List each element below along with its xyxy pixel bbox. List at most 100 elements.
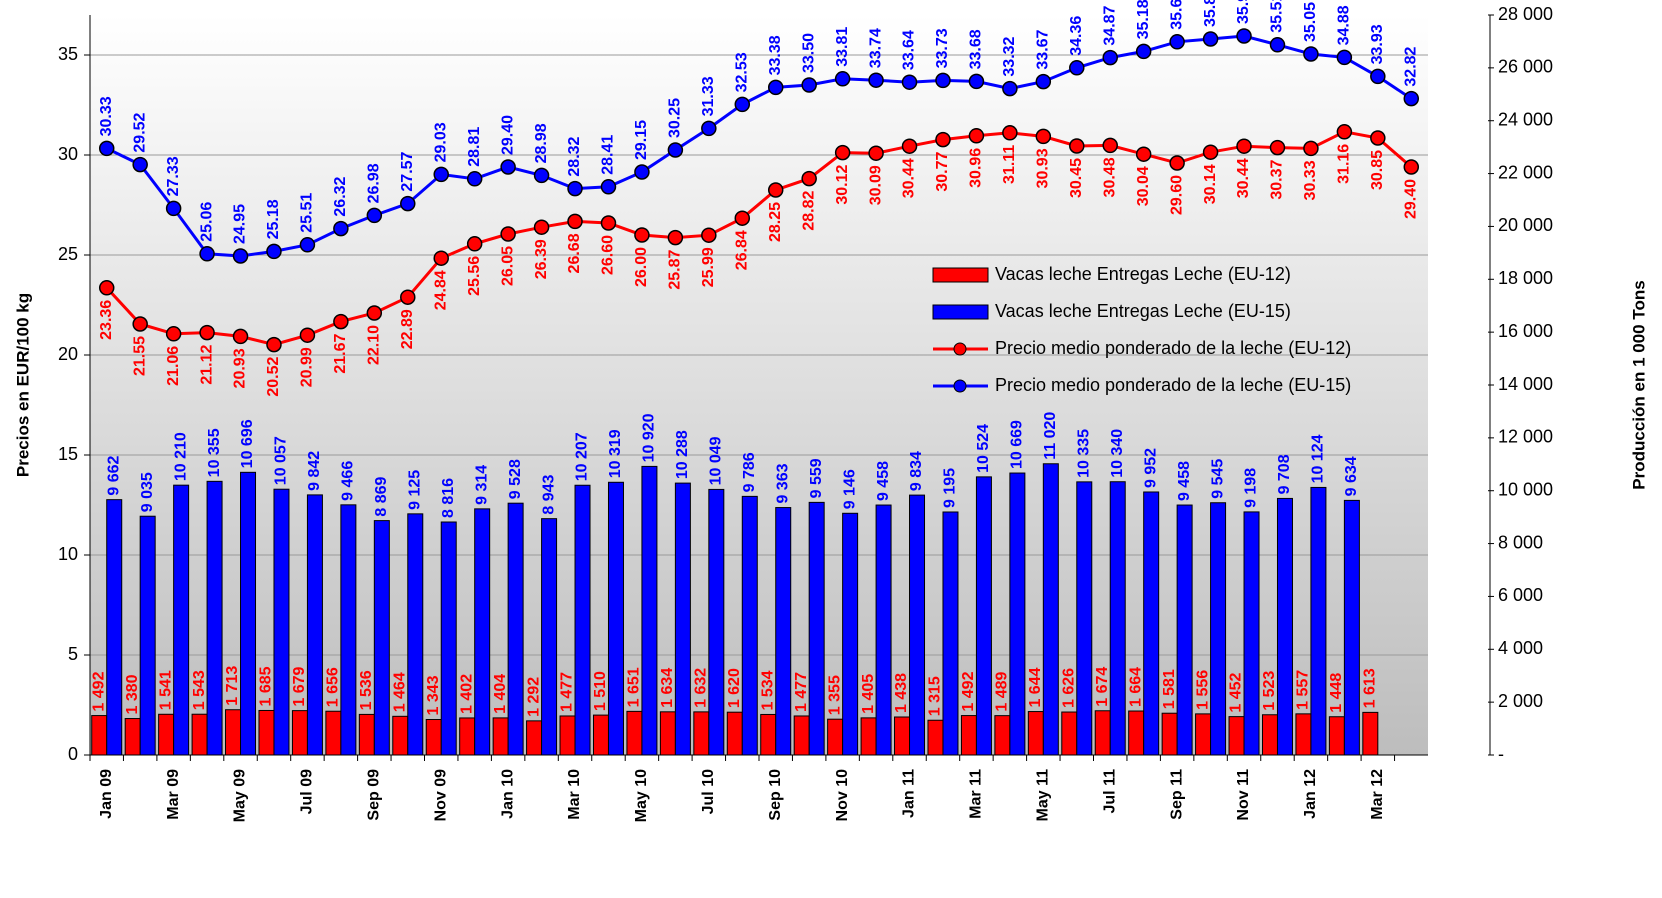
data-label: 8 816 xyxy=(440,478,457,518)
data-label: 26.68 xyxy=(566,233,583,273)
y-tick-label: 5 xyxy=(68,644,78,664)
data-label: 9 035 xyxy=(139,472,156,512)
data-label: 1 664 xyxy=(1127,667,1144,707)
data-label: 33.73 xyxy=(934,28,951,68)
line-point xyxy=(834,71,851,87)
line-point xyxy=(333,220,349,237)
data-label: 23.36 xyxy=(98,300,115,340)
data-label: 1 464 xyxy=(391,672,408,712)
data-label: 10 669 xyxy=(1009,420,1026,469)
data-label: 9 952 xyxy=(1142,448,1159,488)
data-label: 28.25 xyxy=(767,202,784,242)
data-label: 10 920 xyxy=(641,413,658,462)
bar xyxy=(626,710,643,756)
data-label: 26.05 xyxy=(499,246,516,286)
legend-swatch xyxy=(932,304,989,320)
data-label: 33.81 xyxy=(834,27,851,67)
data-label: 8 943 xyxy=(540,475,557,515)
y2-tick-label: 20 000 xyxy=(1498,215,1553,235)
legend-swatch xyxy=(932,267,989,283)
y-tick-label: 25 xyxy=(58,244,78,264)
data-label: 10 207 xyxy=(574,432,591,481)
data-label: 1 626 xyxy=(1060,668,1077,708)
line-point xyxy=(199,246,215,262)
line-point xyxy=(1236,138,1252,154)
y2-tick-label: 26 000 xyxy=(1498,57,1553,77)
data-label: 1 477 xyxy=(793,672,810,712)
line-point xyxy=(567,180,583,197)
bar xyxy=(291,710,308,756)
data-label: 9 363 xyxy=(774,463,791,503)
line-point xyxy=(98,280,115,296)
legend-label: Precio medio ponderado de la leche (EU-1… xyxy=(995,338,1351,358)
data-label: 30.33 xyxy=(98,96,115,136)
bar xyxy=(273,488,290,756)
bar xyxy=(425,719,442,756)
line-point xyxy=(1303,46,1319,62)
data-label: 1 685 xyxy=(258,666,275,706)
bar xyxy=(909,494,926,756)
line-point xyxy=(1403,159,1420,175)
bar xyxy=(775,507,792,756)
data-label: 21.12 xyxy=(198,345,215,385)
line-point xyxy=(333,313,349,330)
line-point xyxy=(634,227,650,243)
y2-tick-label: 10 000 xyxy=(1498,479,1553,499)
data-label: 28.81 xyxy=(466,127,483,167)
y2-tick-label: 18 000 xyxy=(1498,268,1553,288)
data-label: 9 466 xyxy=(340,461,357,501)
line-point xyxy=(1236,28,1252,44)
x-tick-label: May 11 xyxy=(1035,769,1052,822)
data-label: 1 489 xyxy=(994,672,1011,712)
data-label: 1 536 xyxy=(358,670,375,710)
data-label: 9 545 xyxy=(1209,459,1226,499)
line-point xyxy=(868,145,884,161)
y-tick-label: 15 xyxy=(58,444,78,464)
line-point xyxy=(232,328,249,345)
x-tick-label: Jul 11 xyxy=(1101,769,1118,814)
data-label: 20.93 xyxy=(232,348,249,388)
line-point xyxy=(1035,73,1052,90)
y2-tick-label: 24 000 xyxy=(1498,109,1553,129)
bar xyxy=(659,711,676,756)
data-label: 25.56 xyxy=(466,256,483,296)
data-label: 33.74 xyxy=(867,28,884,68)
line-point xyxy=(299,327,316,343)
bar xyxy=(1094,710,1111,756)
data-label: 26.84 xyxy=(733,230,750,270)
data-label: 9 458 xyxy=(875,461,892,501)
line-point xyxy=(667,229,684,246)
x-tick-label: Jan 12 xyxy=(1302,769,1319,819)
data-label: 20.52 xyxy=(265,357,282,397)
data-label: 35.95 xyxy=(1235,0,1252,24)
data-label: 29.40 xyxy=(1402,179,1419,219)
bar xyxy=(860,717,877,756)
line-point xyxy=(433,250,449,266)
bar xyxy=(440,521,457,756)
bar xyxy=(106,499,123,756)
data-label: 33.93 xyxy=(1369,24,1386,64)
line-point xyxy=(1102,137,1118,154)
data-label: 9 662 xyxy=(105,456,122,496)
y-tick-label: 10 xyxy=(58,544,78,564)
line-point xyxy=(165,326,182,342)
data-label: 1 543 xyxy=(191,670,208,710)
bar xyxy=(842,512,859,756)
data-label: 35.05 xyxy=(1302,2,1319,42)
data-label: 1 644 xyxy=(1027,667,1044,707)
data-label: 10 049 xyxy=(708,436,725,485)
bar xyxy=(975,476,992,756)
line-point xyxy=(533,167,550,184)
bar xyxy=(1128,710,1145,756)
bar xyxy=(1027,711,1044,756)
data-label: 35.80 xyxy=(1202,0,1219,27)
data-label: 30.09 xyxy=(867,165,884,205)
x-tick-label: Nov 10 xyxy=(834,769,851,822)
data-label: 10 124 xyxy=(1310,434,1327,483)
bar xyxy=(875,504,892,756)
bar xyxy=(574,484,591,756)
legend-label: Vacas leche Entregas Leche (EU-15) xyxy=(995,301,1291,321)
line-point xyxy=(935,72,951,89)
y-axis-label: Precios en EUR/100 kg xyxy=(13,293,32,477)
bar xyxy=(1109,481,1126,756)
